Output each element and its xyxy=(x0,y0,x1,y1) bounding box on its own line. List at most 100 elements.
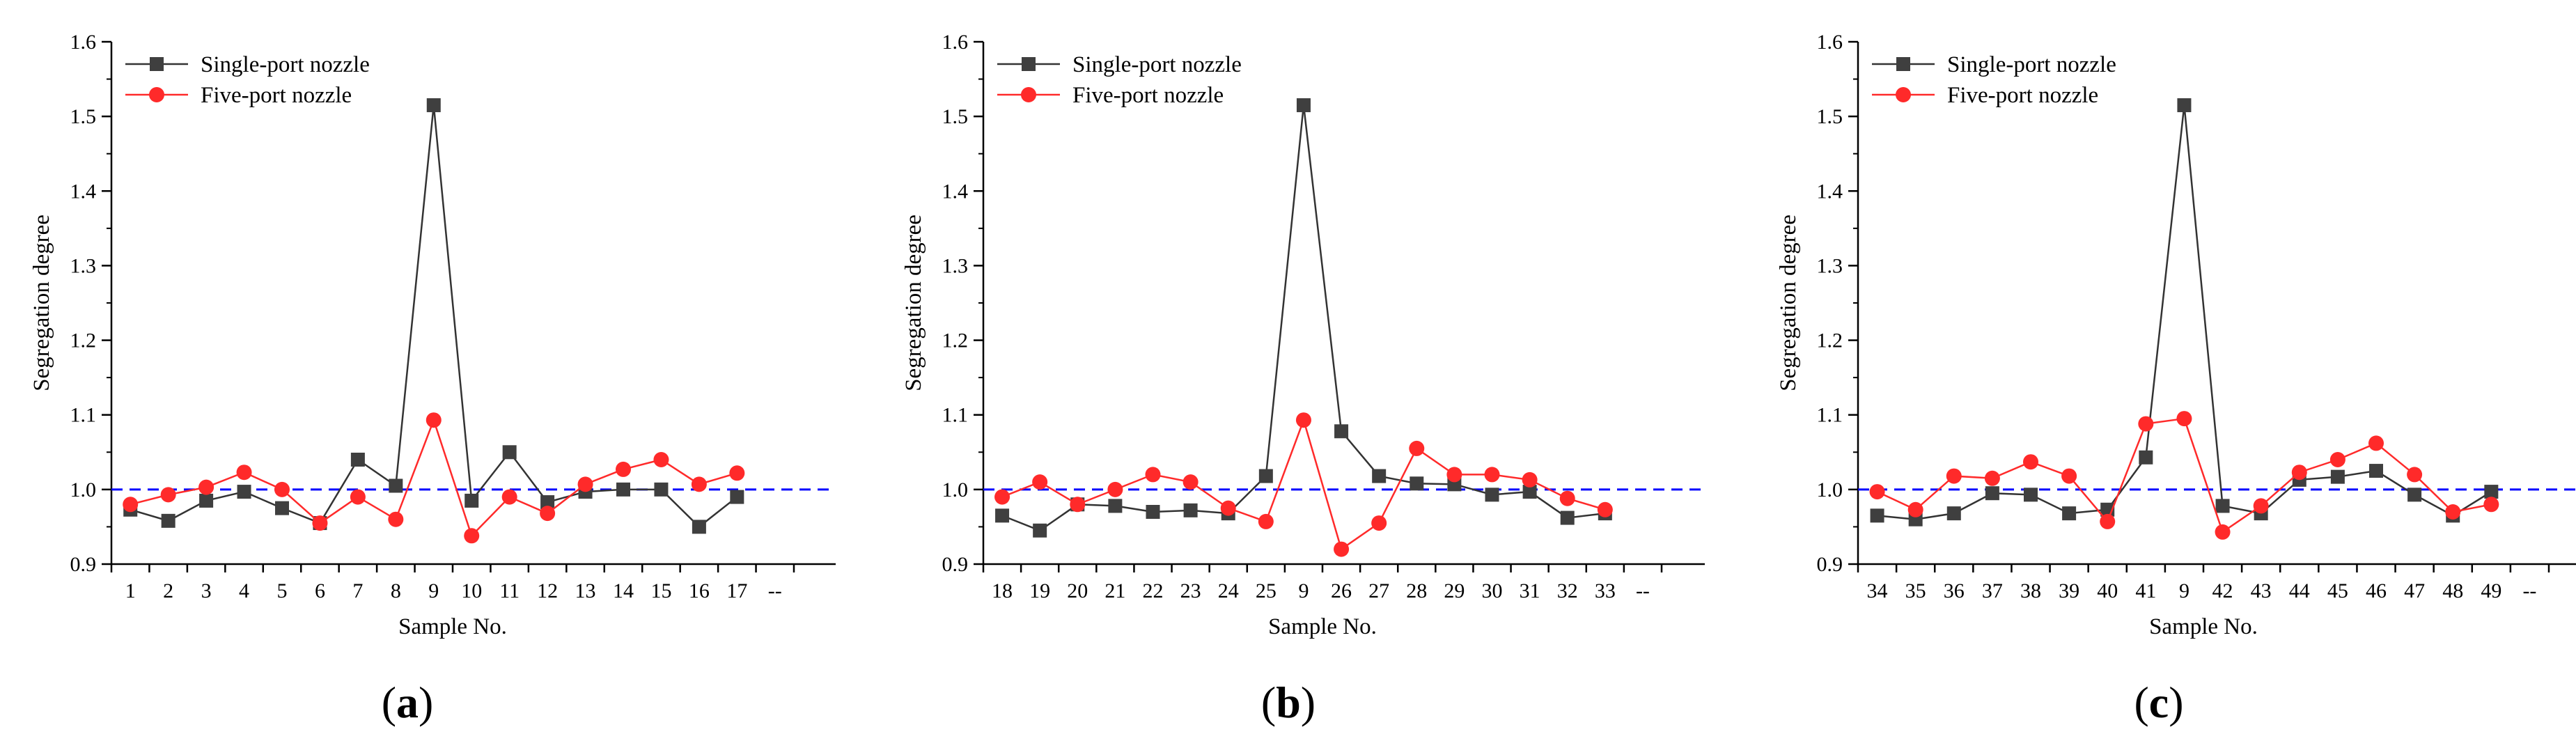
x-axis-title: Sample No. xyxy=(2149,614,2258,639)
five-port-point xyxy=(1371,515,1387,531)
single-port-point xyxy=(1183,503,1198,517)
five-port-point xyxy=(1522,471,1538,488)
single-port-point xyxy=(1033,523,1047,538)
five-port-point xyxy=(2023,454,2038,470)
x-tick-label: 26 xyxy=(1331,579,1352,602)
y-tick-label: 1.4 xyxy=(1817,180,1843,203)
single-port-point xyxy=(389,478,403,493)
x-tick-label: -- xyxy=(2522,579,2536,602)
single-port-point xyxy=(1410,476,1424,491)
panel-label-close: ) xyxy=(419,678,433,727)
five-port-point xyxy=(2368,435,2384,451)
legend-label: Single-port nozzle xyxy=(1947,52,2116,77)
x-tick-label: 27 xyxy=(1368,579,1389,602)
x-tick-label: 8 xyxy=(391,579,401,602)
five-port-point xyxy=(1597,501,1613,517)
chart-panel-c: 0.9 1.0 1.1 1.2 1.3 1.4 1.5 1.6 34 35 36 37 38 39 40 41… xyxy=(1776,31,2576,727)
y-tick-label: 1.5 xyxy=(942,105,969,128)
single-port-point xyxy=(654,482,669,497)
five-port-point xyxy=(464,528,480,544)
single-series-line xyxy=(1877,104,2492,520)
five-port-point xyxy=(1446,467,1462,483)
x-tick-label: 3 xyxy=(201,579,212,602)
x-tick-label: -- xyxy=(768,579,782,602)
chart-panel-b: 0.9 1.0 1.1 1.2 1.3 1.4 1.5 1.6 18 19 20 21 22 23 24 25… xyxy=(901,31,1705,727)
legend-marker-square xyxy=(150,57,164,71)
y-tick-label: 0.9 xyxy=(70,553,97,576)
single-port-point xyxy=(2369,464,2383,478)
x-tick-label: 9 xyxy=(428,579,439,602)
x-tick-label: 13 xyxy=(575,579,596,602)
five-port-point xyxy=(1484,467,1500,483)
x-tick-label: 33 xyxy=(1595,579,1616,602)
x-tick-label: 38 xyxy=(2020,579,2041,602)
y-tick-label: 1.1 xyxy=(1817,404,1843,427)
y-tick-label: 1.5 xyxy=(1817,105,1843,128)
panel-label-open: ( xyxy=(382,678,396,727)
single-port-point xyxy=(2139,450,2153,465)
five-port-point xyxy=(1107,481,1123,497)
single-port-point xyxy=(2062,506,2077,521)
panel-label-close: ) xyxy=(1301,678,1316,727)
x-tick-label: 37 xyxy=(1982,579,2003,602)
single-port-point xyxy=(1522,485,1537,499)
single-port-point xyxy=(2330,469,2345,484)
single-port-point xyxy=(1985,486,1999,501)
y-tick-label: 0.9 xyxy=(942,553,969,576)
five-port-point xyxy=(1984,470,2000,486)
y-tick-label: 1.4 xyxy=(70,180,97,203)
five-port-point xyxy=(2100,513,2116,529)
y-axis-title: Segregation degree xyxy=(1776,214,1801,391)
chart-panel-a: 0.91.01.11.21.31.41.51.61 2 3 4 5 6 7 8 9 10 11 12 1… xyxy=(29,31,836,727)
five-port-point xyxy=(1409,440,1425,456)
five-port-point xyxy=(691,476,707,492)
x-tick-label: -- xyxy=(1636,579,1650,602)
x-tick-label: 35 xyxy=(1905,579,1926,602)
x-tick-label: 12 xyxy=(537,579,558,602)
x-tick-label: 22 xyxy=(1143,579,1164,602)
x-tick-label: 28 xyxy=(1406,579,1427,602)
five-series-line xyxy=(1001,417,1606,551)
five-port-point xyxy=(1907,501,1923,517)
y-axis-title: Segregation degree xyxy=(901,214,926,391)
x-tick-label: 32 xyxy=(1557,579,1578,602)
single-port-point xyxy=(161,513,175,528)
x-axis-title: Sample No. xyxy=(398,614,507,639)
single-port-point xyxy=(350,453,365,467)
five-port-point xyxy=(1295,412,1311,428)
legend-marker-square xyxy=(1896,57,1910,71)
five-port-point xyxy=(1258,513,1274,529)
x-axis-title: Sample No. xyxy=(1268,614,1377,639)
single-port-point xyxy=(730,490,744,504)
panel-label-open: ( xyxy=(2134,678,2148,727)
x-tick-label: 21 xyxy=(1104,579,1125,602)
five-port-point xyxy=(1334,541,1350,557)
y-tick-label: 1.3 xyxy=(942,254,969,277)
y-tick-label: 1.0 xyxy=(70,478,97,501)
legend-label: Five-port nozzle xyxy=(1072,83,1224,108)
x-tick-label: 24 xyxy=(1218,579,1239,602)
single-port-point xyxy=(1560,510,1575,525)
y-tick-label: 1.6 xyxy=(1817,31,1843,54)
x-tick-label: 41 xyxy=(2135,579,2156,602)
five-port-point xyxy=(2291,465,2307,481)
x-tick-label: 44 xyxy=(2289,579,2310,602)
five-port-point xyxy=(540,506,556,522)
five-port-point xyxy=(2138,416,2154,432)
five-port-point xyxy=(198,479,214,495)
x-tick-label: 17 xyxy=(726,579,747,602)
single-port-point xyxy=(692,520,706,534)
single-port-point xyxy=(1258,469,1273,483)
five-port-point xyxy=(2483,497,2499,513)
panel-label-letter: b xyxy=(1276,678,1301,727)
legend-label: Single-port nozzle xyxy=(201,52,370,77)
y-tick-label: 1.2 xyxy=(1817,329,1843,352)
x-tick-label: 7 xyxy=(352,579,363,602)
y-axis-title: Segregation degree xyxy=(29,214,54,391)
single-port-point xyxy=(1296,98,1311,113)
x-tick-label: 40 xyxy=(2097,579,2118,602)
x-tick-label: 16 xyxy=(689,579,710,602)
single-port-point xyxy=(2407,488,2422,502)
x-tick-label: 15 xyxy=(650,579,671,602)
